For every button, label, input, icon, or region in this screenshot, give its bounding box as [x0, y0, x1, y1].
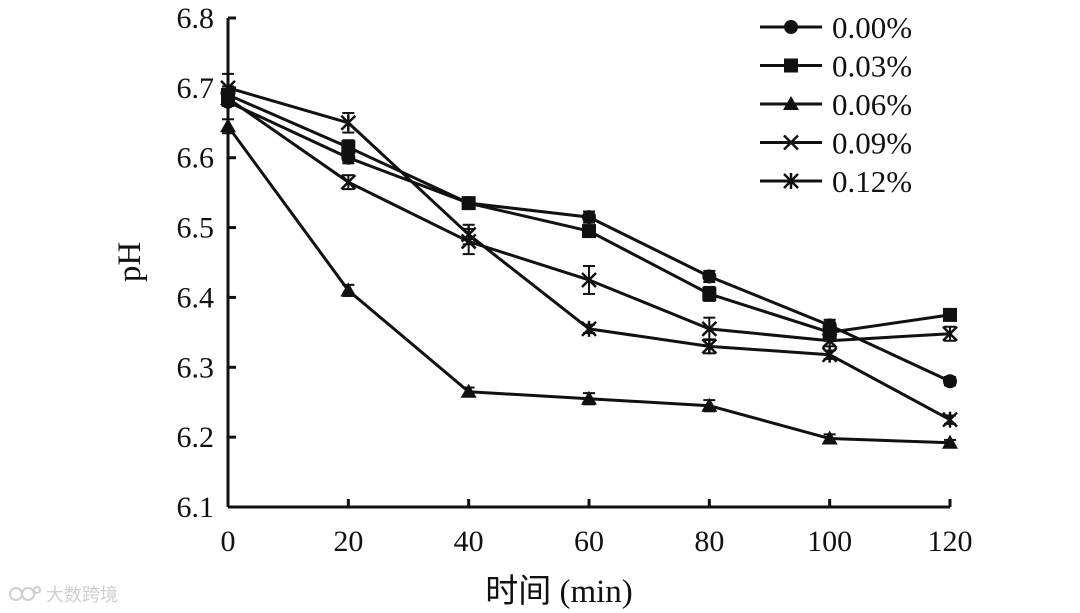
- y-tick-label: 6.8: [177, 2, 215, 35]
- data-point: [581, 272, 597, 288]
- x-tick-label: 80: [694, 525, 724, 558]
- data-point: [341, 140, 356, 155]
- x-tick-label: 120: [928, 525, 973, 558]
- legend-item: 0.12%: [760, 164, 912, 199]
- series-2: [220, 118, 958, 449]
- data-point: [340, 114, 357, 131]
- data-point: [701, 320, 718, 337]
- data-point: [460, 383, 477, 398]
- y-tick-label: 6.5: [177, 212, 215, 245]
- x-tick-label: 40: [454, 525, 484, 558]
- data-point: [220, 79, 236, 96]
- data-point: [701, 338, 718, 355]
- logo-icon: [9, 586, 41, 601]
- legend-marker: [784, 58, 798, 73]
- data-point: [821, 346, 838, 363]
- legend-marker: [783, 96, 799, 110]
- y-axis-title: pH: [112, 242, 148, 282]
- series-4: [220, 72, 958, 428]
- x-tick-label: 100: [807, 525, 852, 558]
- data-point: [582, 210, 596, 225]
- legend-marker: [783, 134, 799, 151]
- data-point: [942, 411, 958, 428]
- y-tick-label: 6.4: [177, 281, 215, 314]
- data-point: [702, 269, 717, 284]
- legend-item: 0.03%: [760, 49, 912, 84]
- x-tick-label: 60: [574, 525, 604, 558]
- x-tick-label: 0: [221, 525, 236, 558]
- data-point: [461, 196, 476, 211]
- y-tick-label: 6.6: [177, 142, 215, 175]
- data-point: [701, 397, 718, 412]
- data-point: [821, 430, 838, 445]
- legend-label: 0.12%: [832, 164, 912, 199]
- data-point: [942, 325, 958, 342]
- series-1: [221, 85, 957, 340]
- data-point: [340, 282, 357, 297]
- data-point: [582, 224, 596, 239]
- legend-label: 0.00%: [832, 10, 912, 45]
- data-point: [702, 286, 717, 301]
- data-point: [942, 434, 958, 449]
- data-point: [460, 226, 477, 243]
- data-point: [821, 332, 838, 349]
- data-point: [943, 307, 957, 322]
- legend-label: 0.03%: [832, 49, 912, 84]
- legend-label: 0.09%: [832, 126, 912, 161]
- legend-item: 0.00%: [760, 10, 912, 45]
- y-tick-label: 6.1: [177, 491, 215, 524]
- legend-marker: [783, 173, 799, 189]
- data-point: [340, 174, 357, 191]
- legend-label: 0.06%: [832, 87, 912, 122]
- data-point: [581, 320, 597, 337]
- data-point: [220, 118, 236, 133]
- legend-marker: [784, 20, 798, 34]
- x-axis-title: 时间 (min): [485, 574, 633, 610]
- y-tick-label: 6.2: [177, 421, 215, 454]
- legend: 0.00% 0.03%0.06% 0.09%0.12%: [760, 10, 912, 199]
- axes: 6.1 6.2 6.3 6.4 6.5 6.6 6.7 6.8 0 20 40 60 80 100 120 时…: [112, 2, 973, 610]
- x-tick-label: 20: [333, 525, 363, 558]
- y-tick-label: 6.3: [177, 351, 215, 384]
- watermark: 大数跨境: [8, 581, 118, 607]
- legend-item: 0.09%: [760, 126, 912, 161]
- watermark-text: 大数跨境: [46, 585, 118, 606]
- series-group: [220, 72, 958, 449]
- legend-item: 0.06%: [760, 87, 912, 122]
- data-point: [581, 390, 597, 405]
- y-tick-label: 6.7: [177, 72, 215, 105]
- data-point: [943, 374, 957, 389]
